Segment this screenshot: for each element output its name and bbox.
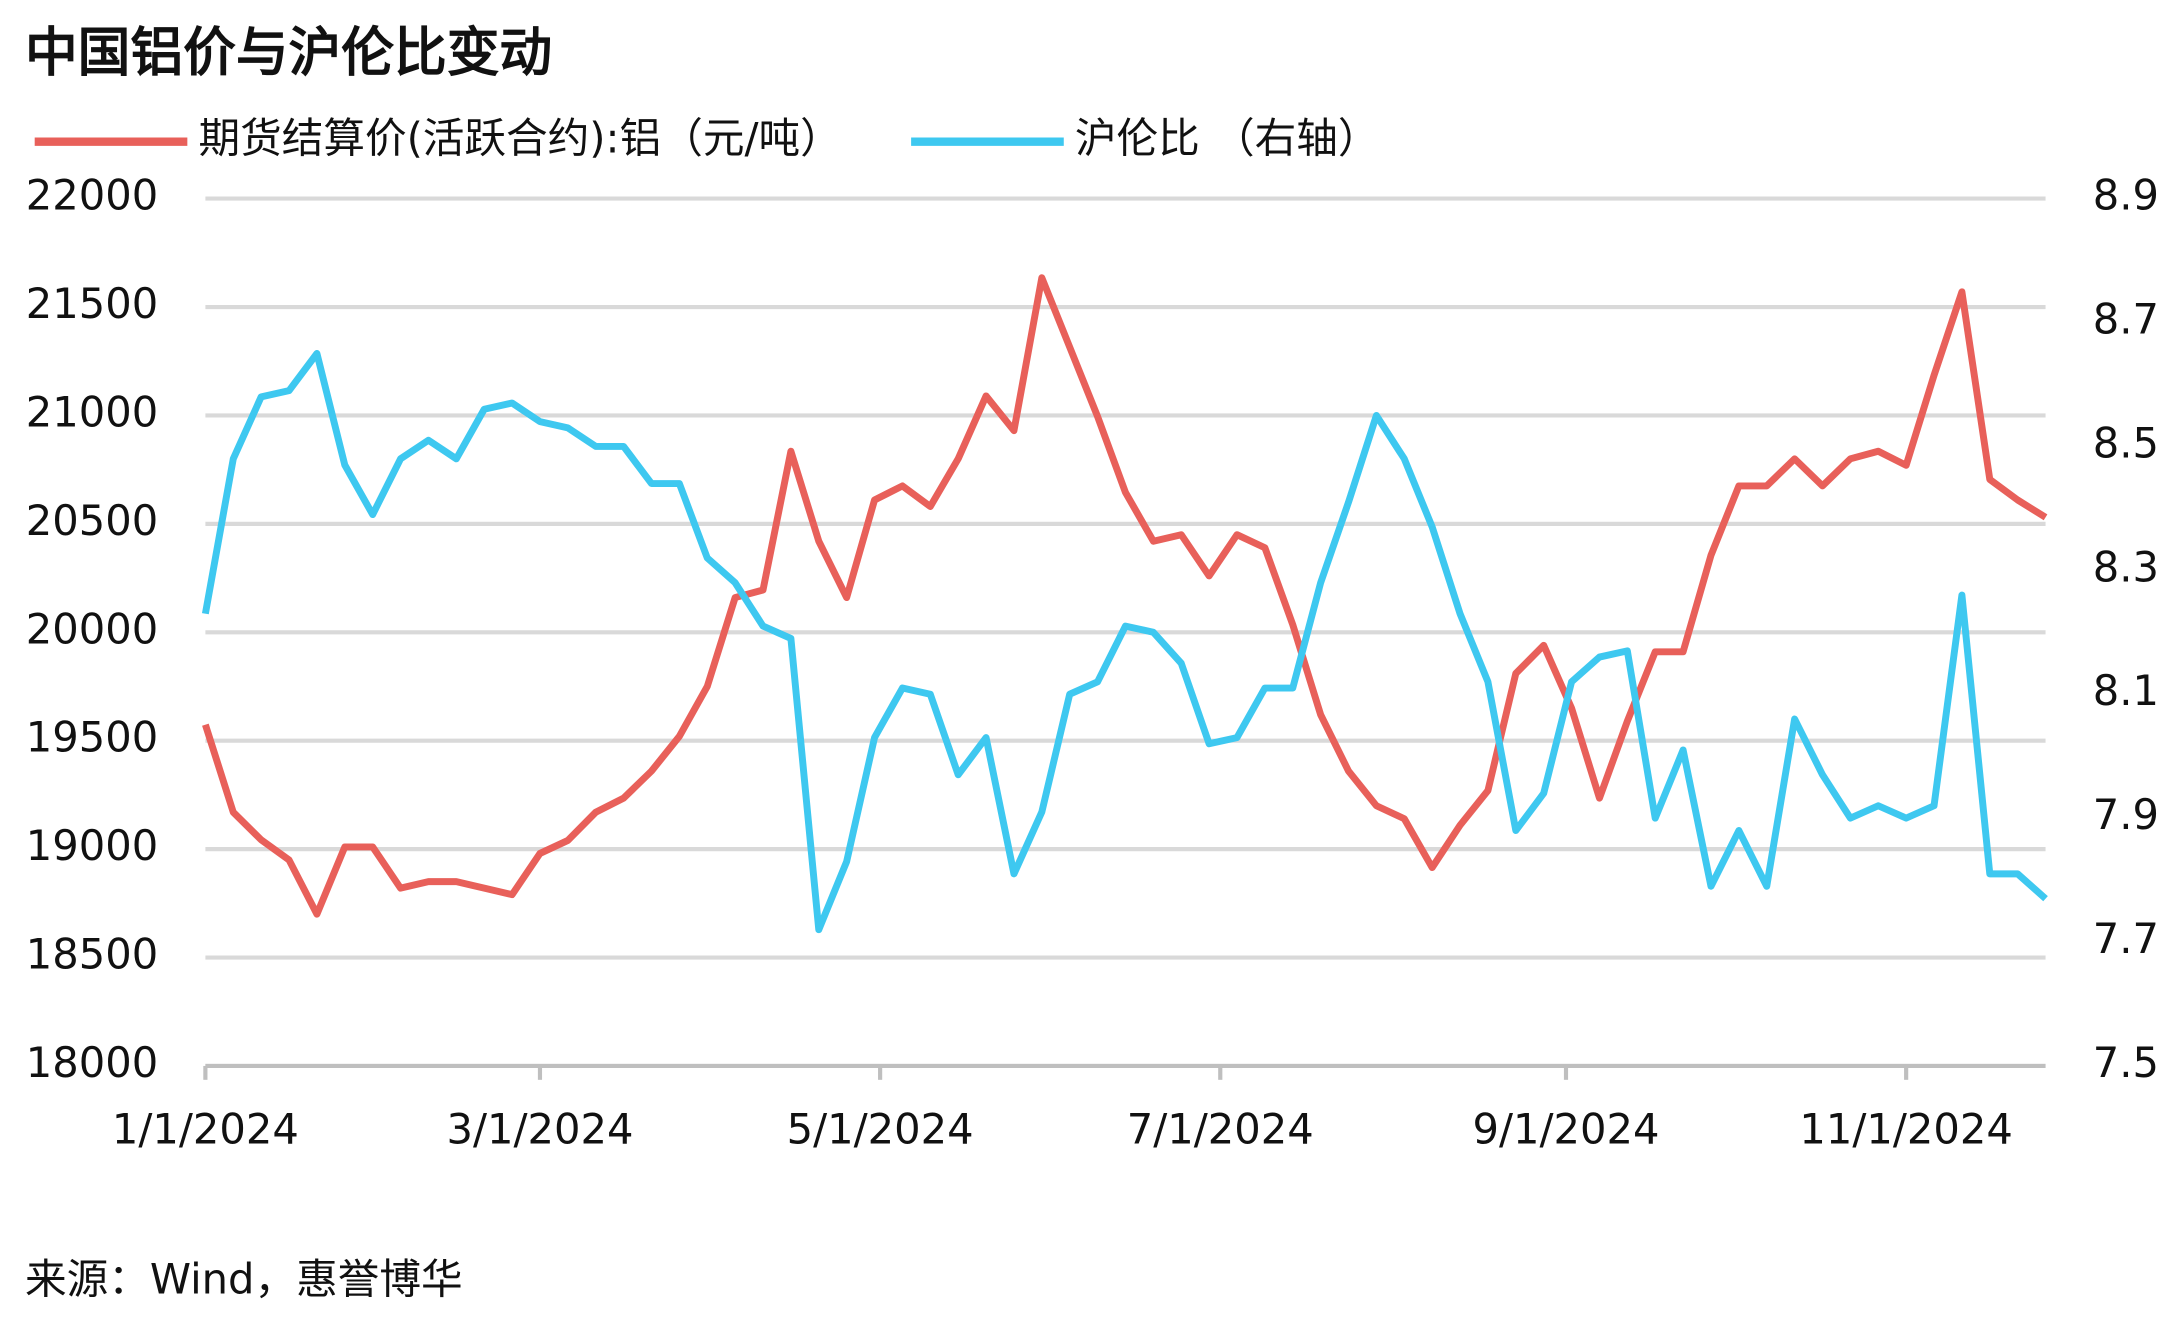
y2-tick-label: 8.5 xyxy=(2093,418,2159,467)
line-series xyxy=(202,274,2048,918)
legend-label: 期货结算价(活跃合约):铝（元/吨） xyxy=(198,114,841,163)
x-tick-label: 1/1/2024 xyxy=(112,1105,299,1154)
x-tick-label: 5/1/2024 xyxy=(787,1105,974,1154)
x-tick-label: 3/1/2024 xyxy=(446,1105,633,1154)
y2-tick-label: 8.1 xyxy=(2093,666,2159,715)
x-tick-label: 9/1/2024 xyxy=(1473,1105,1660,1154)
y-tick-label: 21500 xyxy=(26,279,158,328)
x-tick-label: 7/1/2024 xyxy=(1127,1105,1314,1154)
source-note: 来源：Wind，惠誉博华 xyxy=(25,1254,463,1303)
y-tick-label: 18500 xyxy=(26,930,158,979)
line-series xyxy=(201,350,2048,934)
y-tick-label: 19500 xyxy=(26,713,158,762)
legend-label: 沪伦比 （右轴） xyxy=(1075,114,1380,163)
y-tick-label: 20000 xyxy=(26,604,158,653)
y2-tick-label: 7.5 xyxy=(2093,1038,2159,1087)
y2-tick-label: 8.7 xyxy=(2093,295,2159,344)
y2-tick-label: 8.3 xyxy=(2093,542,2159,591)
y-tick-label: 22000 xyxy=(26,171,158,220)
y-tick-label: 20500 xyxy=(26,496,158,545)
y2-tick-label: 8.9 xyxy=(2093,171,2159,220)
y2-tick-label: 7.7 xyxy=(2093,914,2159,963)
y2-tick-label: 7.9 xyxy=(2093,790,2159,839)
chart-title: 中国铝价与沪伦比变动 xyxy=(25,22,552,83)
y-tick-label: 21000 xyxy=(26,387,158,436)
y-tick-label: 19000 xyxy=(26,821,158,870)
x-tick-label: 11/1/2024 xyxy=(1799,1105,2012,1154)
y-tick-label: 18000 xyxy=(26,1038,158,1087)
